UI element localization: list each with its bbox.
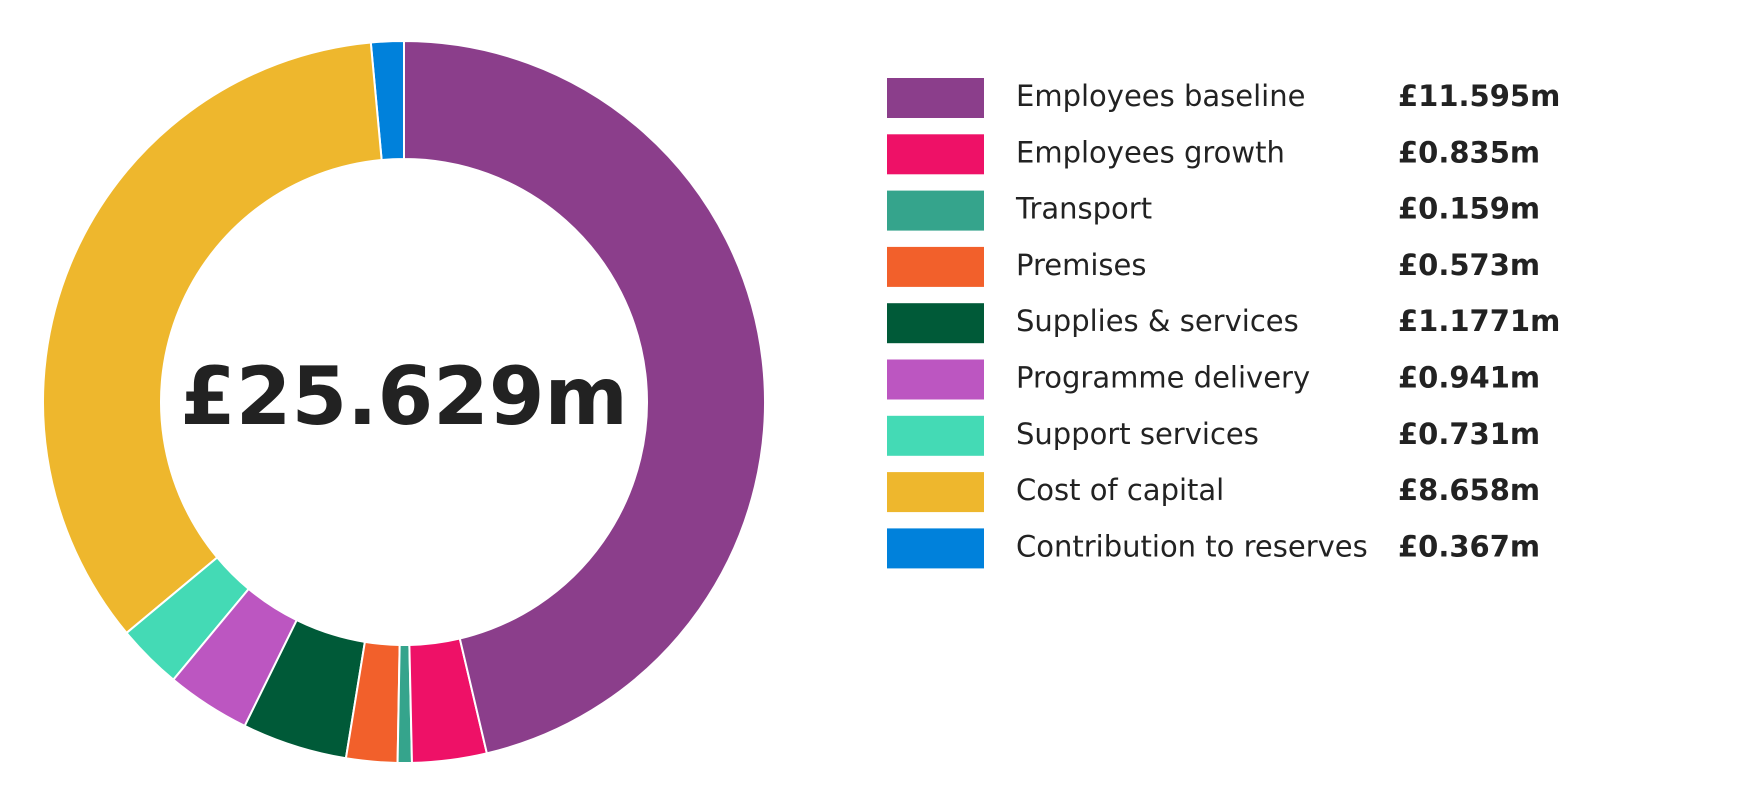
donut-slice xyxy=(344,640,401,764)
legend-label: Programme delivery xyxy=(1016,361,1310,395)
value-label: £0.835m xyxy=(1398,135,1540,169)
legend-swatch xyxy=(887,190,984,231)
value-label: £0.159m xyxy=(1398,192,1540,226)
donut-slice xyxy=(408,637,489,764)
legend-swatch xyxy=(887,134,984,175)
value-label: £8.658m xyxy=(1398,473,1540,507)
legend-label: Premises xyxy=(1016,248,1146,282)
value-label: £0.367m xyxy=(1398,529,1540,563)
value-label: £1.1771m xyxy=(1398,304,1560,338)
legend-swatch xyxy=(887,528,984,569)
legend-label: Supplies & services xyxy=(1016,304,1299,338)
donut-slice xyxy=(243,618,367,760)
value-label: £0.941m xyxy=(1398,361,1540,395)
legend-label: Cost of capital xyxy=(1016,473,1224,507)
legend-swatch xyxy=(887,303,984,344)
legend-swatch xyxy=(887,415,984,456)
legend-swatch xyxy=(887,472,984,513)
legend-label: Employees growth xyxy=(1016,135,1285,169)
legend-swatch xyxy=(887,246,984,287)
donut-slice xyxy=(171,587,299,728)
donut-slice xyxy=(125,556,251,682)
value-label: £0.731m xyxy=(1398,417,1540,451)
value-label: £0.573m xyxy=(1398,248,1540,282)
legend-swatch xyxy=(887,359,984,400)
legend-label: Support services xyxy=(1016,417,1259,451)
legend-label: Employees baseline xyxy=(1016,79,1305,113)
value-label: £11.595m xyxy=(1398,79,1560,113)
donut-slice xyxy=(403,39,766,755)
legend-label: Transport xyxy=(1015,192,1152,226)
legend-swatch xyxy=(887,78,984,118)
donut-slice xyxy=(42,41,383,635)
center-total: £25.629m xyxy=(180,350,628,443)
legend-label: Contribution to reserves xyxy=(1016,529,1368,563)
